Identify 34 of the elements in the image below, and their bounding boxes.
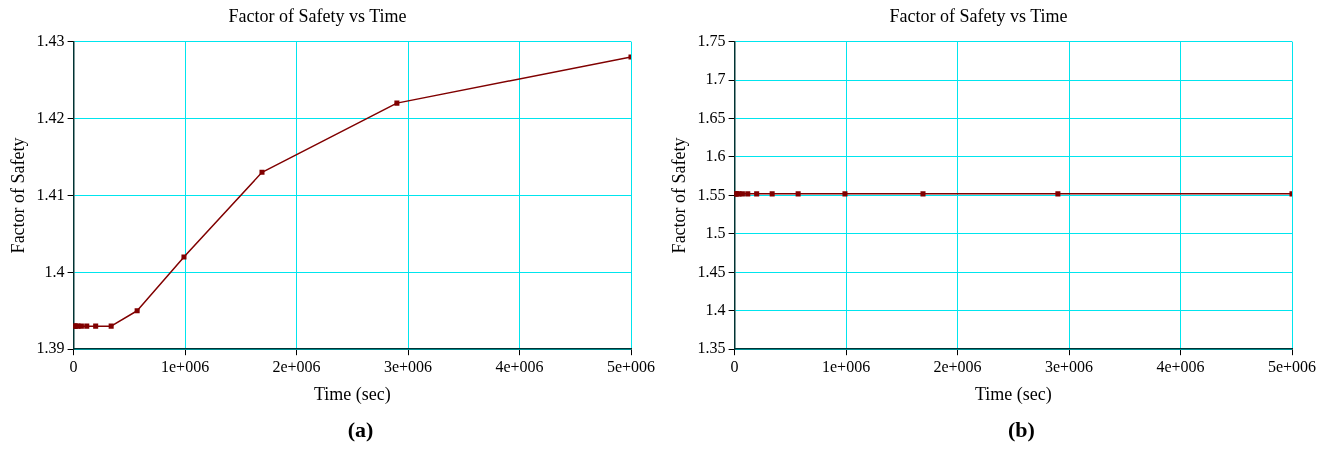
y-tick-label: 1.65: [697, 108, 726, 126]
y-tick-label: 1.6: [705, 147, 726, 165]
y-tick-label: 1.4: [44, 262, 65, 280]
x-tick-label: 1e+006: [161, 358, 210, 375]
y-tick-label: 1.75: [697, 31, 726, 49]
x-tick-label: 0: [69, 358, 78, 375]
y-tick-label: 1.42: [36, 108, 65, 126]
text: (b): [1007, 416, 1036, 444]
y-tick-label: 1.41: [36, 185, 65, 203]
y-tick-label: 1.43: [36, 31, 65, 49]
y-axis-title: Factor of Safety: [7, 137, 28, 254]
chart-title: Factor of Safety vs Time: [228, 5, 407, 26]
x-tick-label: 5e+006: [606, 358, 656, 375]
x-axis-title: Time (sec): [313, 383, 391, 405]
y-tick-label: 1.7: [705, 70, 726, 88]
x-axis-title: Time (sec): [974, 383, 1052, 405]
y-axis-title: Factor of Safety: [668, 137, 689, 254]
chart-title: Factor of Safety vs Time: [889, 5, 1068, 26]
x-tick-label: 4e+006: [1156, 358, 1205, 375]
text: (a): [346, 416, 375, 444]
x-tick-label: 2e+006: [933, 358, 982, 375]
x-tick-label: 1e+006: [822, 358, 871, 375]
y-tick-label: 1.5: [705, 224, 726, 242]
y-tick-label: 1.45: [697, 262, 726, 280]
x-tick-label: 5e+006: [1267, 358, 1317, 375]
y-tick-label: 1.4: [705, 300, 726, 318]
x-tick-label: 3e+006: [1044, 358, 1094, 375]
x-tick-label: 0: [730, 358, 739, 375]
y-tick-label: 1.35: [697, 339, 726, 357]
x-tick-label: 3e+006: [383, 358, 433, 375]
x-tick-label: 4e+006: [495, 358, 544, 375]
y-tick-label: 1.55: [697, 185, 726, 203]
y-tick-label: 1.39: [36, 339, 65, 357]
x-tick-label: 2e+006: [272, 358, 321, 375]
